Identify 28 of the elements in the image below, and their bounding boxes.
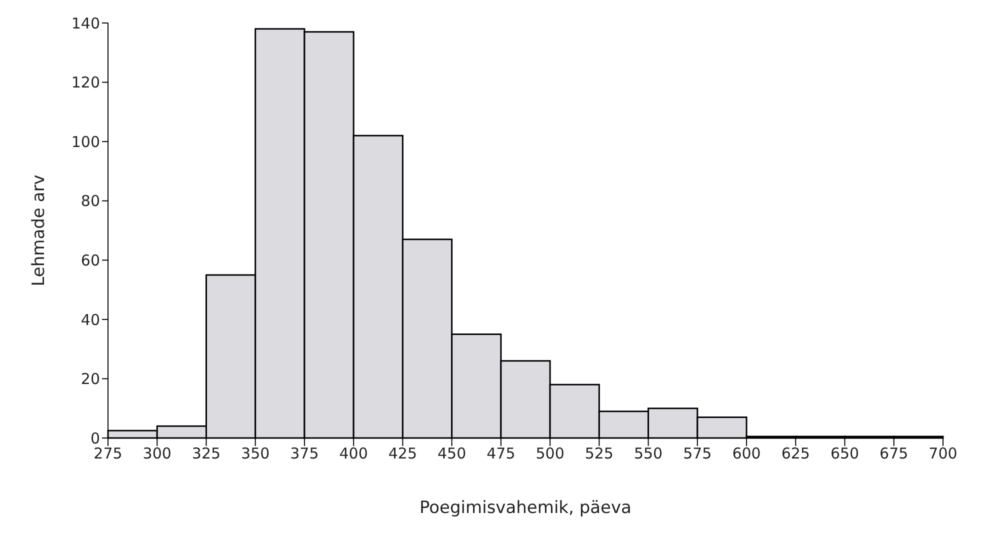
x-tick-label: 300: [142, 444, 172, 463]
x-tick-label: 575: [683, 444, 712, 463]
x-tick-label: 475: [486, 444, 516, 463]
x-tick-label: 375: [290, 444, 319, 463]
y-tick-label: 0: [90, 429, 100, 448]
x-tick-label: 350: [241, 444, 270, 463]
y-tick-label: 140: [71, 14, 100, 32]
y-tick-label: 40: [80, 310, 100, 329]
x-tick-label: 625: [781, 444, 810, 463]
y-tick-label: 60: [80, 251, 100, 270]
x-tick-label: 325: [192, 444, 221, 463]
x-tick-label: 700: [928, 444, 958, 463]
y-tick-label: 100: [71, 132, 100, 151]
x-tick-label: 550: [634, 444, 663, 463]
x-tick-label: 425: [388, 444, 418, 463]
x-tick-label: 450: [438, 444, 466, 463]
x-tick-label: 600: [732, 444, 761, 463]
x-tick-label: 650: [830, 444, 860, 463]
x-tick-label: 400: [339, 444, 368, 463]
x-tick-label: 675: [880, 444, 908, 463]
y-tick-label: 80: [80, 192, 100, 210]
x-tick-label: 525: [584, 444, 614, 463]
y-tick-label: 120: [71, 74, 100, 92]
x-axis-title: Poegimisvahemik, päeva: [420, 498, 632, 518]
x-tick-label: 500: [536, 444, 564, 463]
x-tick-label: 275: [94, 444, 122, 463]
y-tick-label: 20: [80, 370, 100, 388]
y-axis-title: Lehmade arv: [29, 174, 50, 286]
